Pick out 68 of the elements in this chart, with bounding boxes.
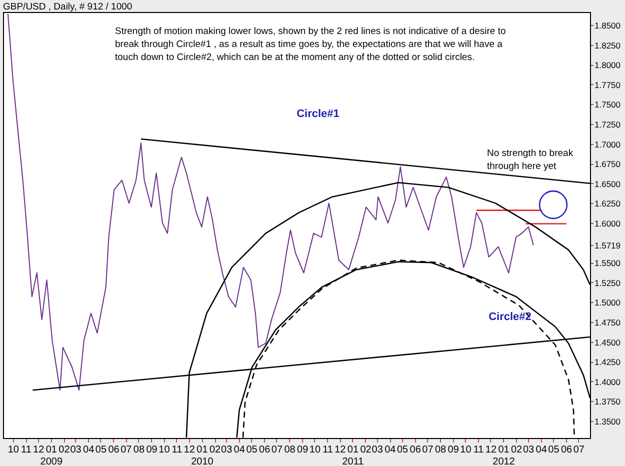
x-tick-label: 05 xyxy=(95,444,107,456)
x-tick-label: 03 xyxy=(221,444,233,456)
y-tick-label: 1.5500 xyxy=(594,258,621,268)
y-tick-label: 1.7000 xyxy=(594,139,621,150)
x-tick-label: 06 xyxy=(410,444,422,456)
y-tick-label: 1.8000 xyxy=(594,60,621,70)
annotation: No strength to break through here yet xyxy=(487,148,574,172)
y-tick-label: 1.6500 xyxy=(594,178,621,189)
annotation: Circle#1 xyxy=(296,108,340,120)
x-tick-label: 07 xyxy=(271,444,283,456)
x-tick-label: 10 xyxy=(309,444,321,456)
y-tick-label: 1.4500 xyxy=(594,337,621,348)
x-tick-label: 04 xyxy=(234,444,246,456)
x-tick-label: 05 xyxy=(246,444,258,456)
x-tick-label: 04 xyxy=(536,444,548,456)
x-tick-label: 04 xyxy=(83,444,95,456)
x-tick-label: 05 xyxy=(396,444,409,456)
x-tick-label: 11 xyxy=(322,444,334,456)
x-tick-label: 07 xyxy=(120,444,132,456)
x-tick-label: 12 xyxy=(334,444,346,456)
x-tick-label: 05 xyxy=(548,444,560,456)
x-tick-label: 06 xyxy=(259,444,271,456)
x-tick-label: 08 xyxy=(434,444,447,456)
x-tick-label: 03 xyxy=(522,444,535,456)
x-tick-label: 10 xyxy=(8,444,20,456)
x-tick-label: 11 xyxy=(21,444,32,456)
x-tick-label: 10 xyxy=(158,444,170,456)
x-tick-label: 02 xyxy=(360,444,372,456)
y-tick-label: 1.7250 xyxy=(594,119,621,130)
y-tick-label: 1.8500 xyxy=(594,20,621,30)
x-tick-label: 09 xyxy=(146,444,158,456)
x-tick-label: 04 xyxy=(384,444,396,456)
y-tick-label: 1.4000 xyxy=(594,376,621,387)
y-tick-label: 1.5250 xyxy=(594,278,621,288)
x-tick-label: 12 xyxy=(184,444,196,456)
annotation: Strength of motion making lower lows, shown by the 2 red lines is not indicative of a desire to break through Circle#1 , as a result as time goes by, the expectations are that we will have a touch down to Circle#2, which can be at the moment any of the dotted or solid circles. xyxy=(115,26,506,63)
y-tick-label: 1.7750 xyxy=(594,80,621,90)
y-tick-label: 1.4750 xyxy=(594,317,621,328)
x-tick-label: 02 xyxy=(209,444,221,456)
y-tick-label: 1.7500 xyxy=(594,100,621,110)
chart-title: GBP/USD , Daily, # 912 / 1000 xyxy=(3,2,132,12)
y-tick-label: 1.5000 xyxy=(594,298,621,308)
x-tick-label: 07 xyxy=(422,444,434,456)
x-tick-label: 11 xyxy=(172,444,183,456)
x-tick-label: 10 xyxy=(460,444,472,456)
y-tick-label: 1.8250 xyxy=(594,40,621,50)
x-tick-label: 07 xyxy=(573,444,585,456)
x-tick-label: 09 xyxy=(297,444,309,456)
y-tick-label: 1.6750 xyxy=(594,159,621,170)
x-tick-label: 12 xyxy=(485,444,497,456)
y-tick-label: 1.5719 xyxy=(594,240,621,251)
y-tick-label: 1.3750 xyxy=(594,396,621,407)
x-tick-label: 12 xyxy=(33,444,45,456)
y-tick-label: 1.3500 xyxy=(594,416,621,426)
x-tick-label: 08 xyxy=(133,444,145,456)
y-tick-label: 1.6250 xyxy=(594,198,621,209)
x-tick-label: 02 xyxy=(58,444,70,456)
x-tick-label: 03 xyxy=(372,444,384,456)
x-tick-label: 11 xyxy=(473,444,484,456)
x-tick-label: 02 xyxy=(510,444,523,456)
x-tick-label: 08 xyxy=(284,444,296,456)
x-tick-label: 03 xyxy=(70,444,82,456)
x-tick-label: 06 xyxy=(560,444,573,456)
annotation: Circle#2 xyxy=(488,311,532,323)
y-tick-label: 1.6000 xyxy=(594,218,621,228)
x-tick-label: 06 xyxy=(108,444,120,456)
y-tick-label: 1.4250 xyxy=(594,357,621,368)
x-tick-label: 09 xyxy=(448,444,460,456)
